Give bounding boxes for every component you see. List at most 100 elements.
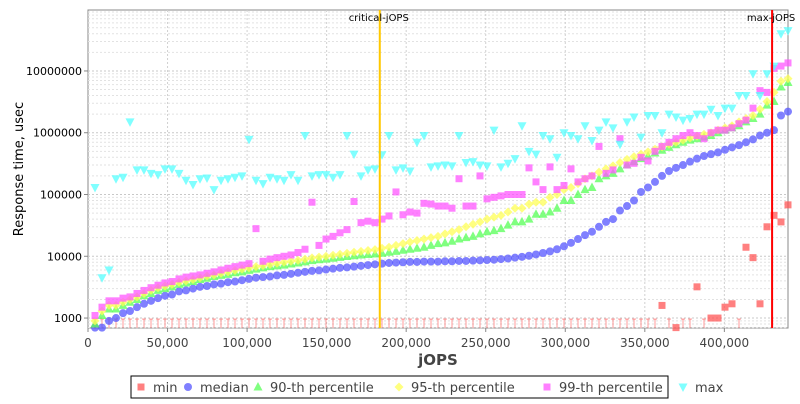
point-4 [266,255,274,263]
point-2 [426,240,436,249]
point-2 [580,184,590,194]
x-tick-label: 200,000 [381,336,431,350]
point-5 [307,172,317,181]
point-5 [90,183,100,193]
point-5 [314,171,324,180]
point-4 [392,188,400,196]
point-4 [581,175,589,183]
point-5 [335,171,345,180]
point-1 [504,254,512,263]
y-axis-label: Response time, usec [12,102,27,236]
point-4 [154,281,162,289]
point-5 [153,171,163,180]
point-1 [777,111,785,120]
point-1 [357,261,365,270]
point-1 [196,282,204,291]
point-4 [119,294,127,302]
point-3 [475,217,485,227]
point-1 [651,177,659,186]
marker-label: critical-jOPS [349,13,409,24]
point-1 [630,196,638,205]
jops-markers: critical-jOPS max-jOPS [349,10,795,328]
legend-label: min [153,381,178,396]
point-1 [532,250,540,259]
grid [88,10,788,329]
point-3 [398,239,408,249]
point-3 [447,227,457,237]
point-4 [728,124,736,132]
point-4 [511,191,519,199]
point-5 [216,176,226,186]
x-tick-label: 250,000 [461,336,511,350]
point-5 [657,129,667,138]
point-1 [224,278,232,287]
point-4 [238,261,246,269]
point-3 [510,203,520,213]
point-1 [105,316,113,325]
point-4 [203,269,211,277]
x-tick-label: 150,000 [302,336,352,350]
point-1 [231,277,239,286]
point-2 [419,242,429,251]
point-4 [385,212,393,220]
point-4 [644,157,652,165]
point-4 [490,193,498,201]
point-4 [371,219,379,227]
point-1 [280,270,288,279]
point-4 [98,303,106,311]
point-2 [454,234,464,243]
point-1 [385,258,393,267]
point-4 [147,284,155,292]
point-4 [525,164,533,172]
point-1 [161,291,169,300]
point-5 [503,159,513,169]
point-2 [531,209,541,218]
point-1 [588,227,596,236]
point-3 [755,104,765,114]
point-4 [406,208,414,216]
point-4 [469,202,477,210]
point-0 [763,223,771,231]
point-1 [112,314,120,323]
point-2 [440,237,450,247]
point-1 [301,267,309,276]
point-3 [454,225,464,235]
point-4 [784,59,792,67]
point-1 [420,257,428,266]
point-2 [503,220,513,229]
point-3 [286,256,296,266]
legend-label: 95-th percentile [411,381,515,396]
point-5 [405,167,415,177]
point-1 [763,128,771,137]
point-5 [755,92,765,101]
point-5 [125,118,135,127]
point-1 [392,258,400,267]
point-2 [412,243,422,252]
point-4 [665,138,673,146]
point-1 [469,256,477,265]
point-5 [461,158,471,168]
point-5 [783,27,793,36]
point-3 [482,214,492,224]
point-5 [321,171,331,180]
point-2 [475,228,485,238]
point-2 [552,203,562,212]
point-1 [399,258,407,267]
point-1 [245,274,253,283]
point-3 [384,242,394,252]
point-4 [175,275,183,283]
point-3 [293,255,303,265]
point-5 [188,181,198,190]
point-5 [293,176,303,186]
point-5 [615,140,625,150]
point-3 [328,250,338,260]
point-1 [322,265,330,274]
point-1 [518,252,526,261]
point-2 [391,246,401,255]
point-4 [315,241,323,249]
point-5 [517,122,527,131]
point-2 [447,236,457,245]
point-4 [245,260,253,268]
point-4 [623,161,631,169]
marker-label: max-jOPS [747,13,795,24]
